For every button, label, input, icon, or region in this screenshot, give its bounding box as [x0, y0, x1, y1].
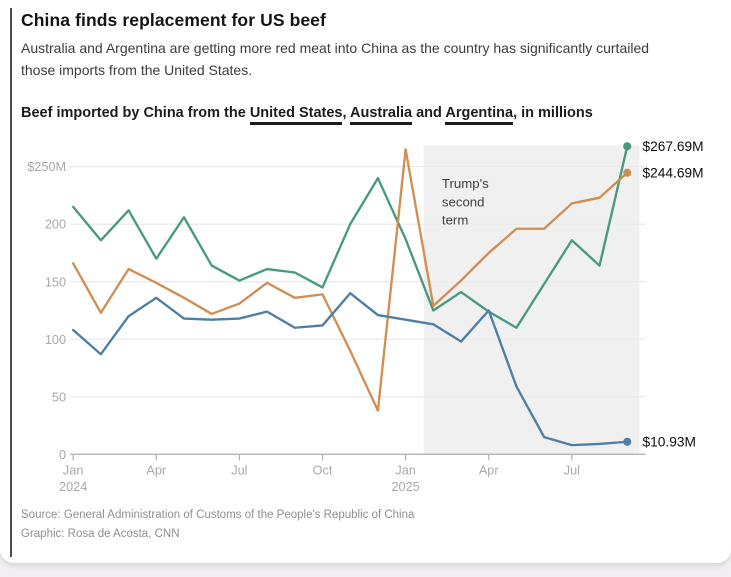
heading-prefix: Beef imported by China from the — [21, 105, 250, 122]
legend-australia: Australia — [350, 105, 413, 126]
source-line: Source: General Administration of Custom… — [21, 509, 415, 522]
x-tick-year: 2024 — [59, 480, 87, 494]
series-end-label-argentina: $267.69M — [643, 139, 704, 154]
embed-left-rule — [10, 8, 12, 557]
y-tick-label-0: 0 — [59, 448, 66, 462]
x-tick-label: Jul — [564, 464, 580, 478]
article-title: China finds replacement for US beef — [21, 10, 326, 30]
annotation-line: Trump's — [442, 176, 489, 191]
y-tick-label-100: 100 — [45, 333, 66, 347]
chart-card: China finds replacement for US beef Aust… — [0, 0, 731, 563]
series-line-australia — [71, 148, 629, 413]
x-tick-label: Jan — [395, 464, 415, 478]
series-end-label-united-states: $10.93M — [643, 435, 696, 450]
beef-imports-line-chart: $250M 200 150 100 50 0 Jan 2024 Apr Jul Oct Jan 2025… — [27, 139, 704, 494]
annotation-line: second — [442, 195, 485, 210]
x-tick-label: Jan — [63, 464, 83, 478]
card-content: China finds replacement for US beef Aust… — [21, 10, 723, 543]
y-tick-label-150: 150 — [45, 276, 66, 290]
annotation-line: term — [442, 213, 468, 228]
series-line-united-states — [71, 292, 629, 447]
series-end-dot-argentina — [623, 142, 632, 151]
legend-argentina: Argentina — [445, 105, 514, 126]
article-subtitle: Australia and Argentina are getting more… — [21, 40, 650, 78]
series-line-argentina — [71, 145, 629, 330]
x-tick-year: 2025 — [391, 480, 419, 494]
chart-footer: Source: General Administration of Custom… — [21, 506, 723, 543]
y-tick-label-200: 200 — [45, 218, 66, 232]
y-tick-label-50: 50 — [52, 391, 66, 405]
x-tick-label: Oct — [313, 464, 333, 478]
credit-line: Graphic: Rosa de Acosta, CNN — [21, 527, 180, 540]
series-end-dot-united-states — [623, 438, 632, 447]
heading-sep1: , — [342, 105, 351, 122]
x-tick-label: Apr — [146, 464, 167, 478]
series-end-dot-australia — [623, 169, 632, 178]
heading-suffix: , in millions — [513, 105, 593, 122]
chart-area: $250M 200 150 100 50 0 Jan 2024 Apr Jul Oct Jan 2025… — [17, 129, 723, 500]
heading-sep2: and — [412, 105, 446, 122]
x-tick-label: Jul — [231, 464, 247, 478]
chart-heading: Beef imported by China from the United S… — [21, 105, 723, 126]
trump-second-term-region — [423, 145, 640, 455]
legend-united-states: United States — [249, 105, 343, 126]
x-tick-label: Apr — [479, 464, 500, 478]
series-end-label-australia: $244.69M — [643, 166, 704, 181]
y-tick-label-250: $250M — [27, 161, 66, 175]
